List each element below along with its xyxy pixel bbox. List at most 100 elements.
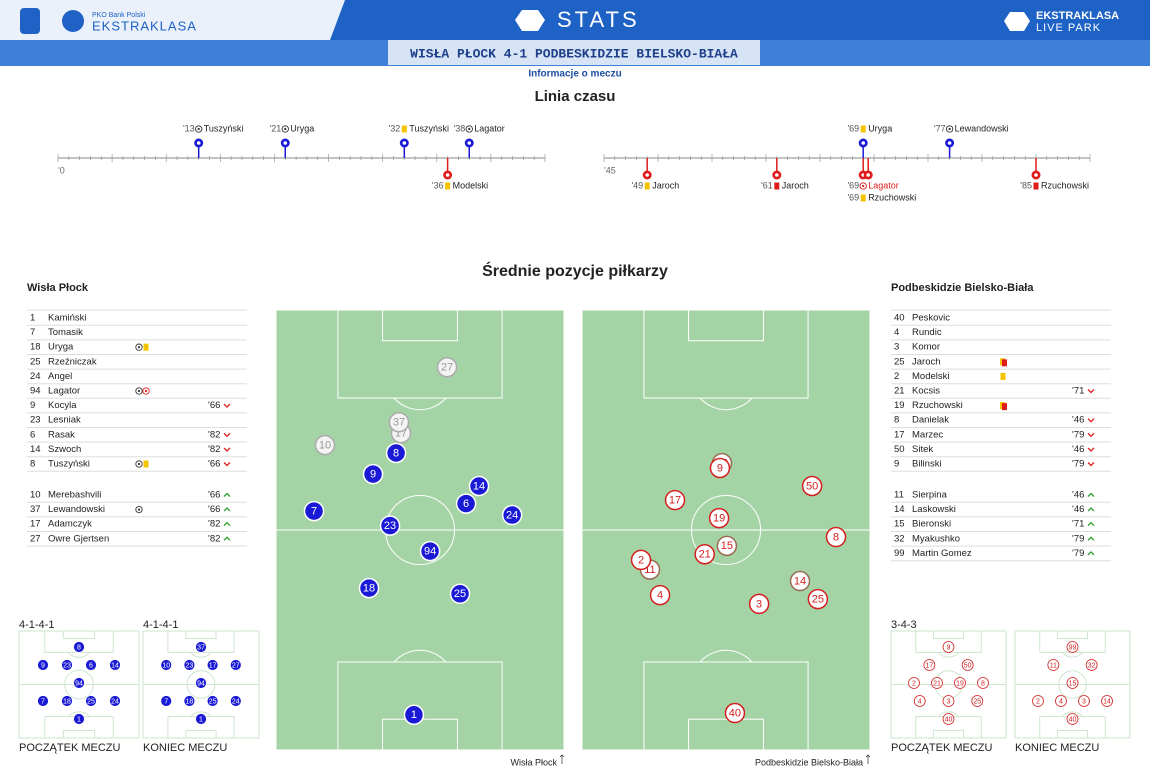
pitch-team: Wisła Płock [510, 757, 557, 767]
event-player: Lagator [474, 123, 505, 133]
player-position-number: 14 [473, 480, 485, 492]
player-position [789, 570, 811, 592]
lineup-player [229, 695, 242, 707]
player-position-number: 11 [644, 564, 655, 576]
goal-icon-dot [197, 127, 200, 131]
player-number: 18 [30, 342, 41, 353]
lineup-player [195, 713, 207, 725]
lineup-number: 23 [186, 662, 194, 669]
mini-pitch-goal-box [1057, 730, 1088, 739]
sub-minute: '79 [1072, 459, 1084, 470]
lineup-player [229, 659, 242, 671]
section-title: STATS [557, 7, 640, 32]
lineup-player [1078, 695, 1090, 707]
lineup-number: 4 [1059, 698, 1063, 705]
player-name: Sitek [912, 444, 933, 455]
player-position-number: 3 [756, 598, 762, 610]
yellow-card [644, 182, 650, 190]
lineup-player [977, 677, 989, 689]
lineup-player [195, 677, 207, 689]
yellow-card [143, 343, 149, 351]
mini-pitch-center-circle [64, 669, 94, 700]
sub-arrow [223, 492, 231, 497]
player-position [379, 515, 401, 536]
stats-logo [515, 10, 545, 31]
lineup-number: 27 [232, 662, 240, 669]
pitch-goal-box [382, 309, 458, 342]
player-name: Jaroch [912, 356, 941, 367]
event-pin-core [947, 141, 952, 145]
player-number: 3 [894, 342, 899, 353]
lineup-player [942, 641, 955, 653]
player-position-number: 9 [717, 462, 723, 474]
mini-pitch-arc [67, 711, 91, 717]
lineup-player [73, 677, 85, 689]
sub-minute: '71 [1072, 519, 1084, 530]
lineup-number: 19 [956, 680, 964, 687]
player-name: Tomasik [48, 327, 83, 338]
sub-minute: '82 [208, 429, 220, 440]
player-name: Lagator [48, 386, 80, 397]
player-name: Bilinski [912, 459, 942, 470]
event-minute: '32 [389, 123, 401, 133]
event-player: Rzuchowski [868, 192, 916, 202]
mini-pitch-goal-box [62, 630, 96, 639]
lineup-player [206, 659, 219, 671]
sub-minute: '79 [1072, 429, 1084, 440]
yellow-card [445, 182, 451, 190]
player-position [358, 577, 380, 599]
timeline-title: Linia czasu [535, 88, 616, 105]
event-player: Jaroch [782, 180, 809, 190]
mini-pitch-goal-box [933, 630, 964, 639]
info-link[interactable]: Informacje o meczu [528, 69, 621, 80]
event-player: Uryga [868, 123, 892, 133]
pitch-arc [699, 649, 753, 663]
player-name: Rundic [912, 327, 942, 338]
sub-minute: '66 [208, 459, 220, 470]
sub-minute: '79 [1072, 548, 1084, 559]
yellow-card [860, 125, 866, 133]
player-name: Merebashvili [48, 490, 101, 501]
lineup-player [1085, 659, 1098, 671]
event-minute: '69 [847, 192, 859, 202]
mini-pitch-arc [1061, 711, 1084, 717]
player-name: Modelski [912, 371, 950, 382]
event-minute: '13 [183, 123, 195, 133]
event-minute: '38 [454, 123, 466, 133]
lineup-player [1101, 695, 1113, 707]
player-position [649, 584, 671, 606]
lineup-player [37, 659, 49, 671]
lineup-player [85, 659, 97, 671]
player-number: 40 [894, 313, 905, 324]
mini-pitch-goal-box [185, 730, 217, 739]
bank-logo [20, 8, 40, 34]
player-number: 1 [30, 313, 35, 324]
player-position [436, 356, 458, 378]
lineup-number: 25 [87, 698, 95, 705]
player-name: Laskowski [912, 504, 956, 515]
player-number: 15 [894, 519, 905, 530]
player-name: Rasak [48, 429, 75, 440]
yellow-card [401, 125, 407, 133]
player-position-number: 17 [669, 494, 681, 506]
event-player: Lewandowski [955, 123, 1009, 133]
lineup-number: 94 [197, 680, 205, 687]
lineup-number: 11 [1050, 662, 1057, 669]
pitch-team: Podbeskidzie Bielsko-Biała [755, 757, 863, 767]
event-pin-core [861, 141, 865, 145]
player-number: 9 [894, 459, 899, 470]
lineup-player [73, 641, 85, 653]
lineup-number: 1 [199, 716, 203, 723]
pitch-goal-box [688, 718, 764, 751]
event-minute: '21 [270, 123, 282, 133]
sub-arrow [1087, 447, 1095, 452]
lineup-number: 17 [209, 662, 217, 669]
player-position-number: 7 [311, 505, 317, 517]
goal-icon-dot [137, 508, 141, 511]
event-pin-core [196, 141, 201, 145]
lineup-number: 10 [162, 662, 170, 669]
sub-arrow [1087, 432, 1095, 438]
lineup-player [1055, 695, 1067, 707]
player-number: 99 [894, 548, 905, 559]
sub-minute: '46 [1072, 444, 1084, 455]
